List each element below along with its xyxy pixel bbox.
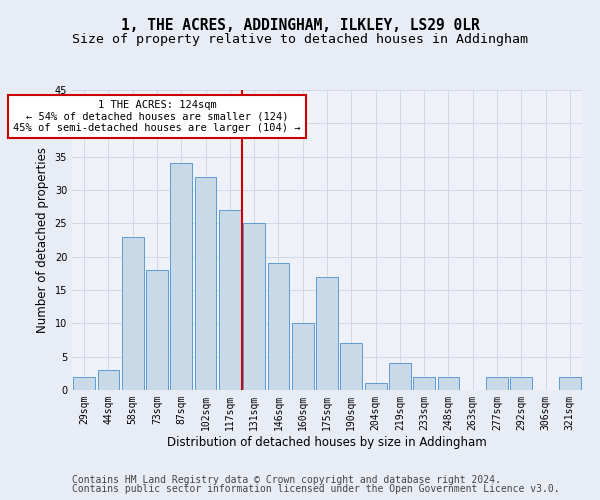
Bar xyxy=(194,176,217,390)
Bar xyxy=(316,276,338,390)
Bar xyxy=(511,376,532,390)
Bar xyxy=(437,376,460,390)
Bar xyxy=(122,236,143,390)
Bar xyxy=(413,376,435,390)
Bar xyxy=(486,376,508,390)
Bar xyxy=(365,384,386,390)
Text: 1, THE ACRES, ADDINGHAM, ILKLEY, LS29 0LR: 1, THE ACRES, ADDINGHAM, ILKLEY, LS29 0L… xyxy=(121,18,479,32)
Text: Contains public sector information licensed under the Open Government Licence v3: Contains public sector information licen… xyxy=(72,484,560,494)
Text: 1 THE ACRES: 124sqm
← 54% of detached houses are smaller (124)
45% of semi-detac: 1 THE ACRES: 124sqm ← 54% of detached ho… xyxy=(13,100,301,133)
X-axis label: Distribution of detached houses by size in Addingham: Distribution of detached houses by size … xyxy=(167,436,487,448)
Bar xyxy=(73,376,95,390)
Bar xyxy=(219,210,241,390)
Bar xyxy=(243,224,265,390)
Bar xyxy=(97,370,119,390)
Bar xyxy=(146,270,168,390)
Bar xyxy=(170,164,192,390)
Bar xyxy=(389,364,411,390)
Text: Size of property relative to detached houses in Addingham: Size of property relative to detached ho… xyxy=(72,32,528,46)
Bar xyxy=(268,264,289,390)
Bar xyxy=(340,344,362,390)
Y-axis label: Number of detached properties: Number of detached properties xyxy=(36,147,49,333)
Bar xyxy=(292,324,314,390)
Text: Contains HM Land Registry data © Crown copyright and database right 2024.: Contains HM Land Registry data © Crown c… xyxy=(72,475,501,485)
Bar xyxy=(559,376,581,390)
